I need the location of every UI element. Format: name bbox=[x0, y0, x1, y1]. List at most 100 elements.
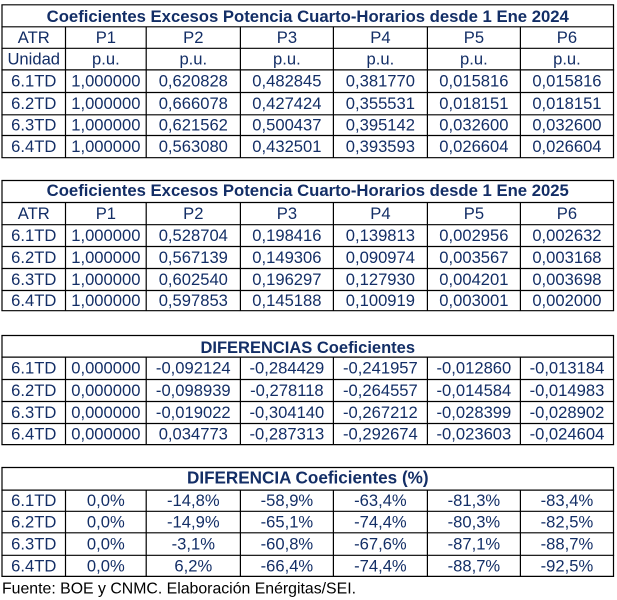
svg-text:p.u.: p.u. bbox=[367, 50, 395, 69]
svg-text:1,000000: 1,000000 bbox=[71, 248, 140, 267]
svg-text:6.3TD: 6.3TD bbox=[11, 534, 56, 553]
svg-text:-14,8%: -14,8% bbox=[167, 491, 220, 510]
svg-text:6.3TD: 6.3TD bbox=[11, 270, 56, 289]
svg-text:-83,4%: -83,4% bbox=[541, 491, 594, 510]
svg-text:0,032600: 0,032600 bbox=[532, 116, 601, 135]
svg-text:-14,9%: -14,9% bbox=[167, 512, 220, 531]
svg-text:-0,013184: -0,013184 bbox=[530, 359, 605, 378]
svg-text:-0,287313: -0,287313 bbox=[250, 424, 325, 443]
svg-text:0,000000: 0,000000 bbox=[71, 403, 140, 422]
svg-text:-3,1%: -3,1% bbox=[172, 534, 216, 553]
svg-text:6.4TD: 6.4TD bbox=[11, 556, 56, 575]
svg-text:0,002632: 0,002632 bbox=[532, 226, 601, 245]
svg-text:-0,304140: -0,304140 bbox=[250, 403, 325, 422]
svg-text:0,355531: 0,355531 bbox=[346, 94, 415, 113]
svg-text:6.4TD: 6.4TD bbox=[11, 291, 56, 310]
svg-text:P4: P4 bbox=[370, 28, 390, 47]
svg-text:P6: P6 bbox=[557, 204, 577, 223]
svg-text:p.u.: p.u. bbox=[460, 50, 488, 69]
svg-text:0,500437: 0,500437 bbox=[252, 116, 321, 135]
svg-text:0,127930: 0,127930 bbox=[346, 270, 415, 289]
svg-text:0,000000: 0,000000 bbox=[71, 424, 140, 443]
svg-text:P1: P1 bbox=[96, 28, 116, 47]
svg-text:-92,5%: -92,5% bbox=[541, 556, 594, 575]
svg-text:0,032600: 0,032600 bbox=[439, 116, 508, 135]
svg-text:0,004201: 0,004201 bbox=[439, 270, 508, 289]
svg-text:-60,8%: -60,8% bbox=[261, 534, 314, 553]
svg-text:-0,028399: -0,028399 bbox=[437, 403, 512, 422]
svg-text:P3: P3 bbox=[277, 28, 297, 47]
svg-text:0,597853: 0,597853 bbox=[159, 291, 228, 310]
svg-text:0,196297: 0,196297 bbox=[252, 270, 321, 289]
svg-text:-0,014584: -0,014584 bbox=[437, 381, 512, 400]
svg-text:p.u.: p.u. bbox=[553, 50, 581, 69]
svg-text:-58,9%: -58,9% bbox=[261, 491, 314, 510]
svg-text:P6: P6 bbox=[557, 28, 577, 47]
svg-text:1,000000: 1,000000 bbox=[71, 291, 140, 310]
svg-text:-88,7%: -88,7% bbox=[541, 534, 594, 553]
svg-text:-67,6%: -67,6% bbox=[354, 534, 407, 553]
svg-text:0,198416: 0,198416 bbox=[252, 226, 321, 245]
svg-text:0,003698: 0,003698 bbox=[532, 270, 601, 289]
svg-text:0,0%: 0,0% bbox=[87, 512, 125, 531]
svg-text:0,003168: 0,003168 bbox=[532, 248, 601, 267]
svg-text:-0,019022: -0,019022 bbox=[156, 403, 231, 422]
svg-text:0,018151: 0,018151 bbox=[532, 94, 601, 113]
svg-text:-0,024604: -0,024604 bbox=[530, 424, 605, 443]
svg-text:-0,278118: -0,278118 bbox=[250, 381, 324, 400]
svg-text:0,432501: 0,432501 bbox=[252, 137, 321, 156]
svg-text:0,602540: 0,602540 bbox=[159, 270, 228, 289]
svg-text:P1: P1 bbox=[96, 204, 116, 223]
svg-text:1,000000: 1,000000 bbox=[71, 116, 140, 135]
svg-text:0,015816: 0,015816 bbox=[439, 72, 508, 91]
svg-text:-74,4%: -74,4% bbox=[354, 556, 407, 575]
svg-text:P2: P2 bbox=[183, 28, 203, 47]
svg-text:-0,014983: -0,014983 bbox=[530, 381, 605, 400]
svg-text:0,0%: 0,0% bbox=[87, 491, 125, 510]
svg-text:6.2TD: 6.2TD bbox=[11, 381, 56, 400]
svg-text:0,393593: 0,393593 bbox=[346, 137, 415, 156]
svg-text:6.1TD: 6.1TD bbox=[11, 226, 56, 245]
svg-text:0,034773: 0,034773 bbox=[159, 424, 228, 443]
svg-text:0,567139: 0,567139 bbox=[159, 248, 228, 267]
svg-text:P3: P3 bbox=[277, 204, 297, 223]
svg-text:p.u.: p.u. bbox=[179, 50, 207, 69]
svg-text:-0,023603: -0,023603 bbox=[437, 424, 512, 443]
svg-text:Fuente: BOE y CNMC. Elaboració: Fuente: BOE y CNMC. Elaboración Enérgita… bbox=[2, 580, 356, 597]
svg-text:-0,267212: -0,267212 bbox=[343, 403, 418, 422]
svg-text:6.4TD: 6.4TD bbox=[11, 424, 56, 443]
svg-text:P5: P5 bbox=[464, 28, 484, 47]
svg-text:0,003567: 0,003567 bbox=[439, 248, 508, 267]
svg-text:DIFERENCIAS Coeficientes: DIFERENCIAS Coeficientes bbox=[200, 339, 415, 357]
svg-text:6.4TD: 6.4TD bbox=[11, 137, 56, 156]
svg-text:-0,241957: -0,241957 bbox=[343, 359, 418, 378]
svg-text:6.2TD: 6.2TD bbox=[11, 512, 56, 531]
svg-text:-66,4%: -66,4% bbox=[261, 556, 314, 575]
svg-text:0,666078: 0,666078 bbox=[159, 94, 228, 113]
svg-text:-87,1%: -87,1% bbox=[448, 534, 501, 553]
svg-text:6.3TD: 6.3TD bbox=[11, 116, 56, 135]
svg-text:0,015816: 0,015816 bbox=[532, 72, 601, 91]
svg-text:-65,1%: -65,1% bbox=[261, 512, 314, 531]
svg-text:0,100919: 0,100919 bbox=[346, 291, 415, 310]
svg-text:-81,3%: -81,3% bbox=[448, 491, 501, 510]
svg-text:0,0%: 0,0% bbox=[87, 534, 125, 553]
svg-text:0,395142: 0,395142 bbox=[346, 116, 415, 135]
svg-text:P4: P4 bbox=[370, 204, 390, 223]
svg-text:1,000000: 1,000000 bbox=[71, 270, 140, 289]
svg-text:0,528704: 0,528704 bbox=[159, 226, 228, 245]
svg-text:0,026604: 0,026604 bbox=[532, 137, 601, 156]
svg-text:-63,4%: -63,4% bbox=[354, 491, 407, 510]
svg-text:Coeficientes Excesos Potencia: Coeficientes Excesos Potencia Cuarto-Hor… bbox=[47, 181, 569, 200]
svg-text:1,000000: 1,000000 bbox=[71, 72, 140, 91]
svg-text:0,381770: 0,381770 bbox=[346, 72, 415, 91]
svg-text:1,000000: 1,000000 bbox=[71, 226, 140, 245]
svg-text:0,000000: 0,000000 bbox=[71, 381, 140, 400]
svg-text:P5: P5 bbox=[464, 204, 484, 223]
svg-text:0,018151: 0,018151 bbox=[439, 94, 508, 113]
svg-text:1,000000: 1,000000 bbox=[71, 94, 140, 113]
svg-text:0,620828: 0,620828 bbox=[159, 72, 228, 91]
svg-text:0,0%: 0,0% bbox=[87, 556, 125, 575]
svg-text:6.1TD: 6.1TD bbox=[11, 359, 56, 378]
svg-text:0,149306: 0,149306 bbox=[252, 248, 321, 267]
